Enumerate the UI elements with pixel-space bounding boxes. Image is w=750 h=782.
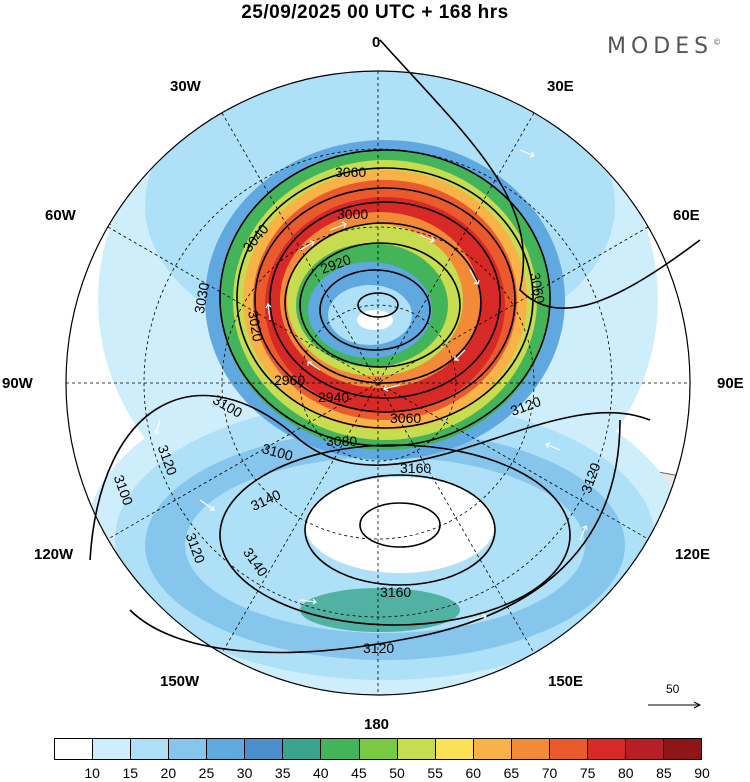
- colorbar-cell: [283, 739, 322, 759]
- colorbar-tick-label: 30: [236, 765, 253, 781]
- colorbar-cell: [207, 739, 246, 759]
- colorbar-tick-label: 75: [579, 765, 596, 781]
- lon-label-90w: 90W: [2, 375, 33, 392]
- colorbar-cell: [131, 739, 170, 759]
- colorbar-cell: [169, 739, 208, 759]
- contour-label: 2940: [318, 389, 350, 405]
- lon-label-180: 180: [364, 716, 390, 733]
- colorbar-cell: [55, 739, 94, 759]
- lon-label-150w: 150W: [160, 673, 200, 690]
- lon-label-0: 0: [372, 34, 381, 51]
- copyright-mark: ©: [713, 37, 722, 47]
- colorbar-cell: [397, 739, 436, 759]
- lon-label-30w: 30W: [170, 78, 201, 95]
- wind-scale-arrow: [648, 701, 702, 709]
- lon-label-120e: 120E: [675, 546, 711, 563]
- lon-label-60w: 60W: [45, 207, 76, 224]
- contour-label: 3060: [335, 164, 367, 180]
- lon-label-150e: 150E: [548, 673, 584, 690]
- colorbar-cell: [587, 739, 626, 759]
- colorbar-cell: [245, 739, 284, 759]
- colorbar-cell: [473, 739, 512, 759]
- colorbar-tick-label: 10: [84, 765, 100, 781]
- contour-label: 2960: [274, 372, 306, 388]
- contour-label: 3060: [390, 410, 422, 426]
- colorbar-tick-label: 65: [503, 765, 520, 781]
- colorbar-tick-label: 25: [198, 765, 215, 781]
- brand-logo: MODES©: [607, 34, 721, 59]
- contour-label: 3080: [326, 433, 358, 449]
- map-title: 25/09/2025 00 UTC + 168 hrs: [241, 2, 509, 23]
- colorbar-cell: [435, 739, 474, 759]
- contour-label: 3160: [400, 460, 432, 476]
- colorbar-tick-label: 55: [427, 765, 443, 781]
- colorbar-tick-label: 20: [160, 765, 177, 781]
- height-contours: [89, 39, 701, 654]
- colorbar-tick-label: 15: [122, 765, 139, 781]
- colorbar-tick-label: 60: [465, 765, 482, 781]
- colorbar-tick-label: 90: [694, 765, 710, 781]
- colorbar-cell: [511, 739, 550, 759]
- contour-label: 3000: [337, 206, 369, 222]
- colorbar-cell: [549, 739, 588, 759]
- colorbar-cell: [321, 739, 360, 759]
- colorbar-cell: [93, 739, 132, 759]
- colorbar: [54, 738, 702, 760]
- contour-label: 3160: [380, 584, 412, 600]
- lon-label-30e: 30E: [547, 78, 574, 95]
- lon-label-120w: 120W: [34, 546, 74, 563]
- colorbar-cell: [664, 739, 702, 759]
- wind-vectors: [149, 140, 588, 621]
- colorbar-cell: [359, 739, 398, 759]
- colorbar-tick-label: 45: [351, 765, 367, 781]
- colorbar-cell: [625, 739, 664, 759]
- brand-text: MODES: [607, 34, 714, 59]
- colorbar-tick-label: 40: [313, 765, 329, 781]
- contour-label: 3120: [363, 640, 395, 656]
- lon-label-60e: 60E: [673, 207, 700, 224]
- colorbar-tick-label: 80: [617, 765, 634, 781]
- wind-scale-label: 50: [666, 682, 680, 696]
- colorbar-tick-label: 85: [656, 765, 672, 781]
- lon-label-90e: 90E: [717, 375, 744, 392]
- colorbar-tick-label: 35: [274, 765, 291, 781]
- colorbar-tick-label: 50: [389, 765, 405, 781]
- colorbar-tick-label: 70: [541, 765, 558, 781]
